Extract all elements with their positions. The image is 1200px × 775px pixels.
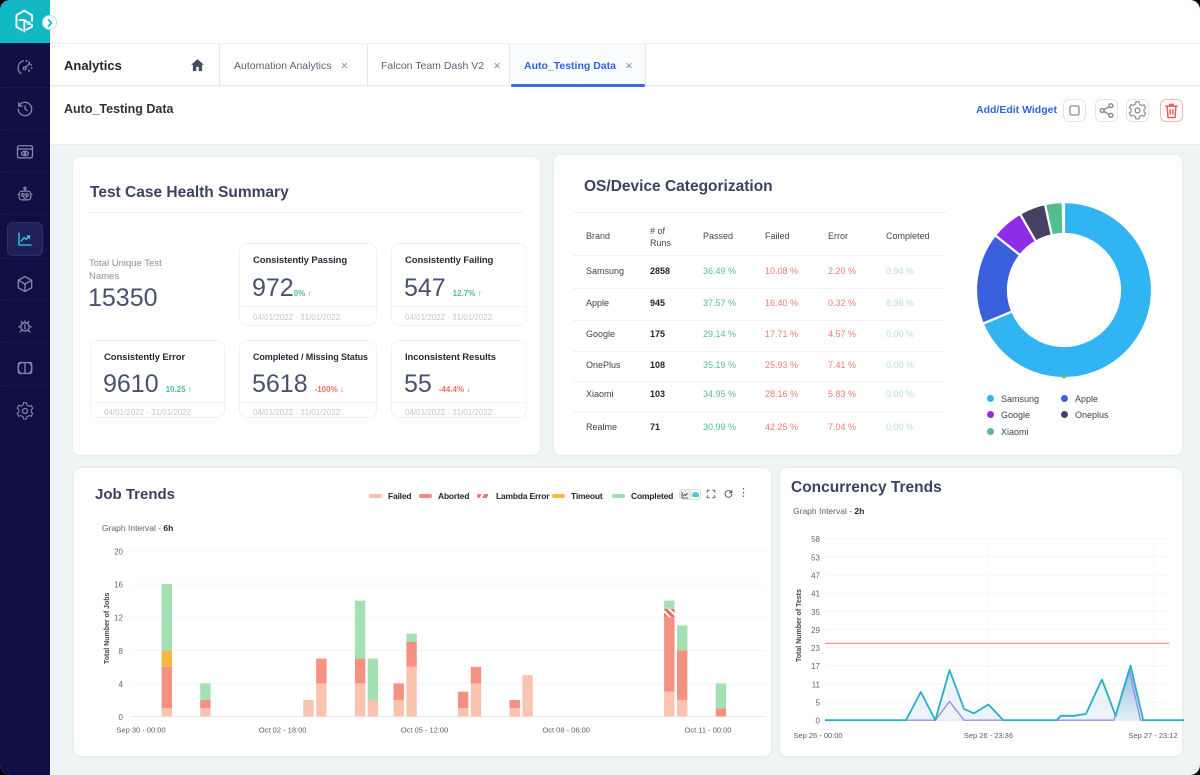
- svg-text:Oct 02 - 18:00: Oct 02 - 18:00: [259, 726, 307, 735]
- svg-text:16: 16: [114, 581, 123, 590]
- svg-text:Sep 30 - 00:00: Sep 30 - 00:00: [116, 726, 165, 735]
- svg-text:Oct 11 - 00:00: Oct 11 - 00:00: [685, 726, 732, 735]
- svg-text:29: 29: [811, 626, 820, 635]
- svg-text:17: 17: [811, 662, 820, 671]
- svg-text:12: 12: [114, 614, 123, 623]
- svg-text:11: 11: [812, 680, 821, 689]
- svg-text:20: 20: [114, 547, 123, 556]
- svg-text:53: 53: [811, 553, 820, 562]
- svg-text:8: 8: [119, 647, 124, 656]
- svg-text:0: 0: [119, 713, 124, 722]
- svg-text:Sep 27 - 23:12: Sep 27 - 23:12: [1128, 731, 1177, 740]
- svg-text:Oct 08 - 06:00: Oct 08 - 06:00: [542, 726, 590, 735]
- svg-text:5: 5: [816, 699, 821, 708]
- svg-text:35: 35: [811, 608, 820, 617]
- svg-text:Sep 26 - 00:00: Sep 26 - 00:00: [793, 731, 842, 740]
- svg-text:Oct 05 - 12:00: Oct 05 - 12:00: [401, 726, 449, 735]
- svg-text:58: 58: [811, 535, 820, 544]
- svg-text:4: 4: [119, 680, 124, 689]
- svg-text:Sep 26 - 23:36: Sep 26 - 23:36: [964, 731, 1013, 740]
- svg-text:0: 0: [816, 717, 821, 726]
- svg-text:47: 47: [811, 572, 820, 581]
- svg-text:23: 23: [811, 644, 820, 653]
- svg-text:41: 41: [811, 590, 820, 599]
